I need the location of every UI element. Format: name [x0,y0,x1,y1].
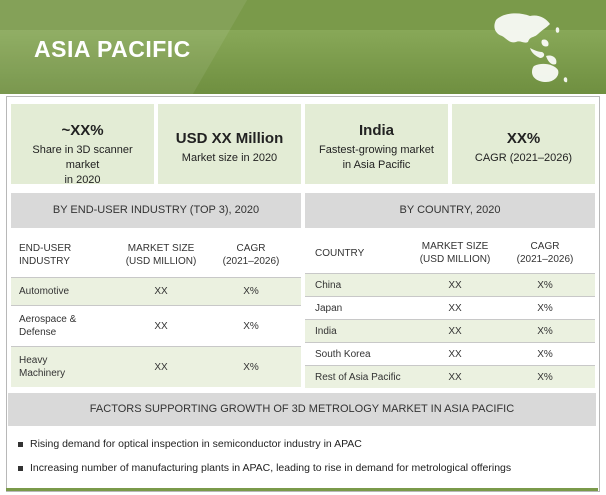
table-row: Rest of Asia Pacific XX X% [305,365,595,388]
stat-label: Market size in 2020 [181,152,278,164]
bullet-icon [18,441,23,447]
country-name: Rest of Asia Pacific [315,371,401,383]
bullet-icon [18,465,23,471]
factor-text: Increasing number of manufacturing plant… [30,462,512,474]
table-row: India XX X% [305,319,595,342]
country-name: India [315,325,337,337]
cagr-value: X% [537,325,553,337]
table-row: China XX X% [305,273,595,296]
factor-text: Rising demand for optical inspection in … [30,438,362,450]
stat-value: ~XX% [61,122,104,139]
table-row: Japan XX X% [305,296,595,319]
header-banner: ASIA PACIFIC [0,0,606,94]
column-header: MARKET SIZE (USD MILLION) [125,243,197,267]
country-name: South Korea [315,348,371,360]
asia-pacific-map-icon [494,13,568,83]
stat-label: Fastest-growing market in Asia Pacific [319,144,434,171]
cagr-value: X% [243,286,259,297]
table-row: Automotive XX X% [11,277,301,305]
table-header-row: COUNTRY MARKET SIZE (USD MILLION) CAGR (20… [305,234,595,272]
stat-value: India [358,122,394,139]
market-size-value: XX [448,279,462,291]
cagr-value: X% [537,302,553,314]
industry-name: Aerospace & Defense [19,314,77,338]
cagr-value: X% [243,320,259,332]
column-header: MARKET SIZE (USD MILLION) [419,241,491,265]
market-size-value: XX [154,320,168,332]
market-size-value: XX [448,302,462,314]
stat-card-share: ~XX% Share in 3D scanner market in 2020 [11,104,154,186]
country-section-title: BY COUNTRY, 2020 [305,193,595,228]
bottom-accent-line [6,488,598,491]
stat-card-cagr: XX% CAGR (2021–2026) [452,104,595,184]
table-row: South Korea XX X% [305,342,595,365]
column-header: CAGR (2021–2026) [222,243,280,267]
market-size-value: XX [448,371,462,383]
column-header: END-USER INDUSTRY [19,243,72,267]
industry-name: Heavy Machinery [19,355,66,379]
header-band [0,30,606,94]
stat-value: XX% [506,130,541,147]
factor-item: Rising demand for optical inspection in … [18,438,362,450]
industry-section-title: BY END-USER INDUSTRY (TOP 3), 2020 [11,193,301,228]
industry-name: Automotive [19,286,70,297]
country-table: COUNTRY MARKET SIZE (USD MILLION) CAGR (20… [305,234,595,388]
table-header-row: END-USER INDUSTRY MARKET SIZE (USD MILLION… [11,234,301,276]
cagr-value: X% [243,361,259,373]
market-size-value: XX [154,286,168,297]
stat-card-fastest-growing: India Fastest-growing market in Asia Pac… [305,104,448,184]
page-title: ASIA PACIFIC [34,36,191,62]
industry-table: END-USER INDUSTRY MARKET SIZE (USD MILLION… [11,234,301,387]
cagr-value: X% [537,371,553,383]
stat-label: CAGR (2021–2026) [474,152,573,164]
table-row: Aerospace & Defense XX X% [11,305,301,346]
market-size-value: XX [448,325,462,337]
table-row: Heavy Machinery XX X% [11,346,301,387]
cagr-value: X% [537,348,553,360]
factor-item: Increasing number of manufacturing plant… [18,462,511,474]
column-header: CAGR (2021–2026) [516,241,574,265]
stat-card-market-size: USD XX Million Market size in 2020 [158,104,301,184]
factors-section-title: FACTORS SUPPORTING GROWTH OF 3D METROLOG… [8,393,596,426]
stat-label: Share in 3D scanner market in 2020 [32,144,133,186]
cagr-value: X% [537,279,553,291]
stat-value: USD XX Million [175,130,284,147]
column-header: COUNTRY [315,247,365,259]
market-size-value: XX [154,361,168,373]
country-name: Japan [315,302,343,314]
market-size-value: XX [448,348,462,360]
country-name: China [315,279,342,291]
